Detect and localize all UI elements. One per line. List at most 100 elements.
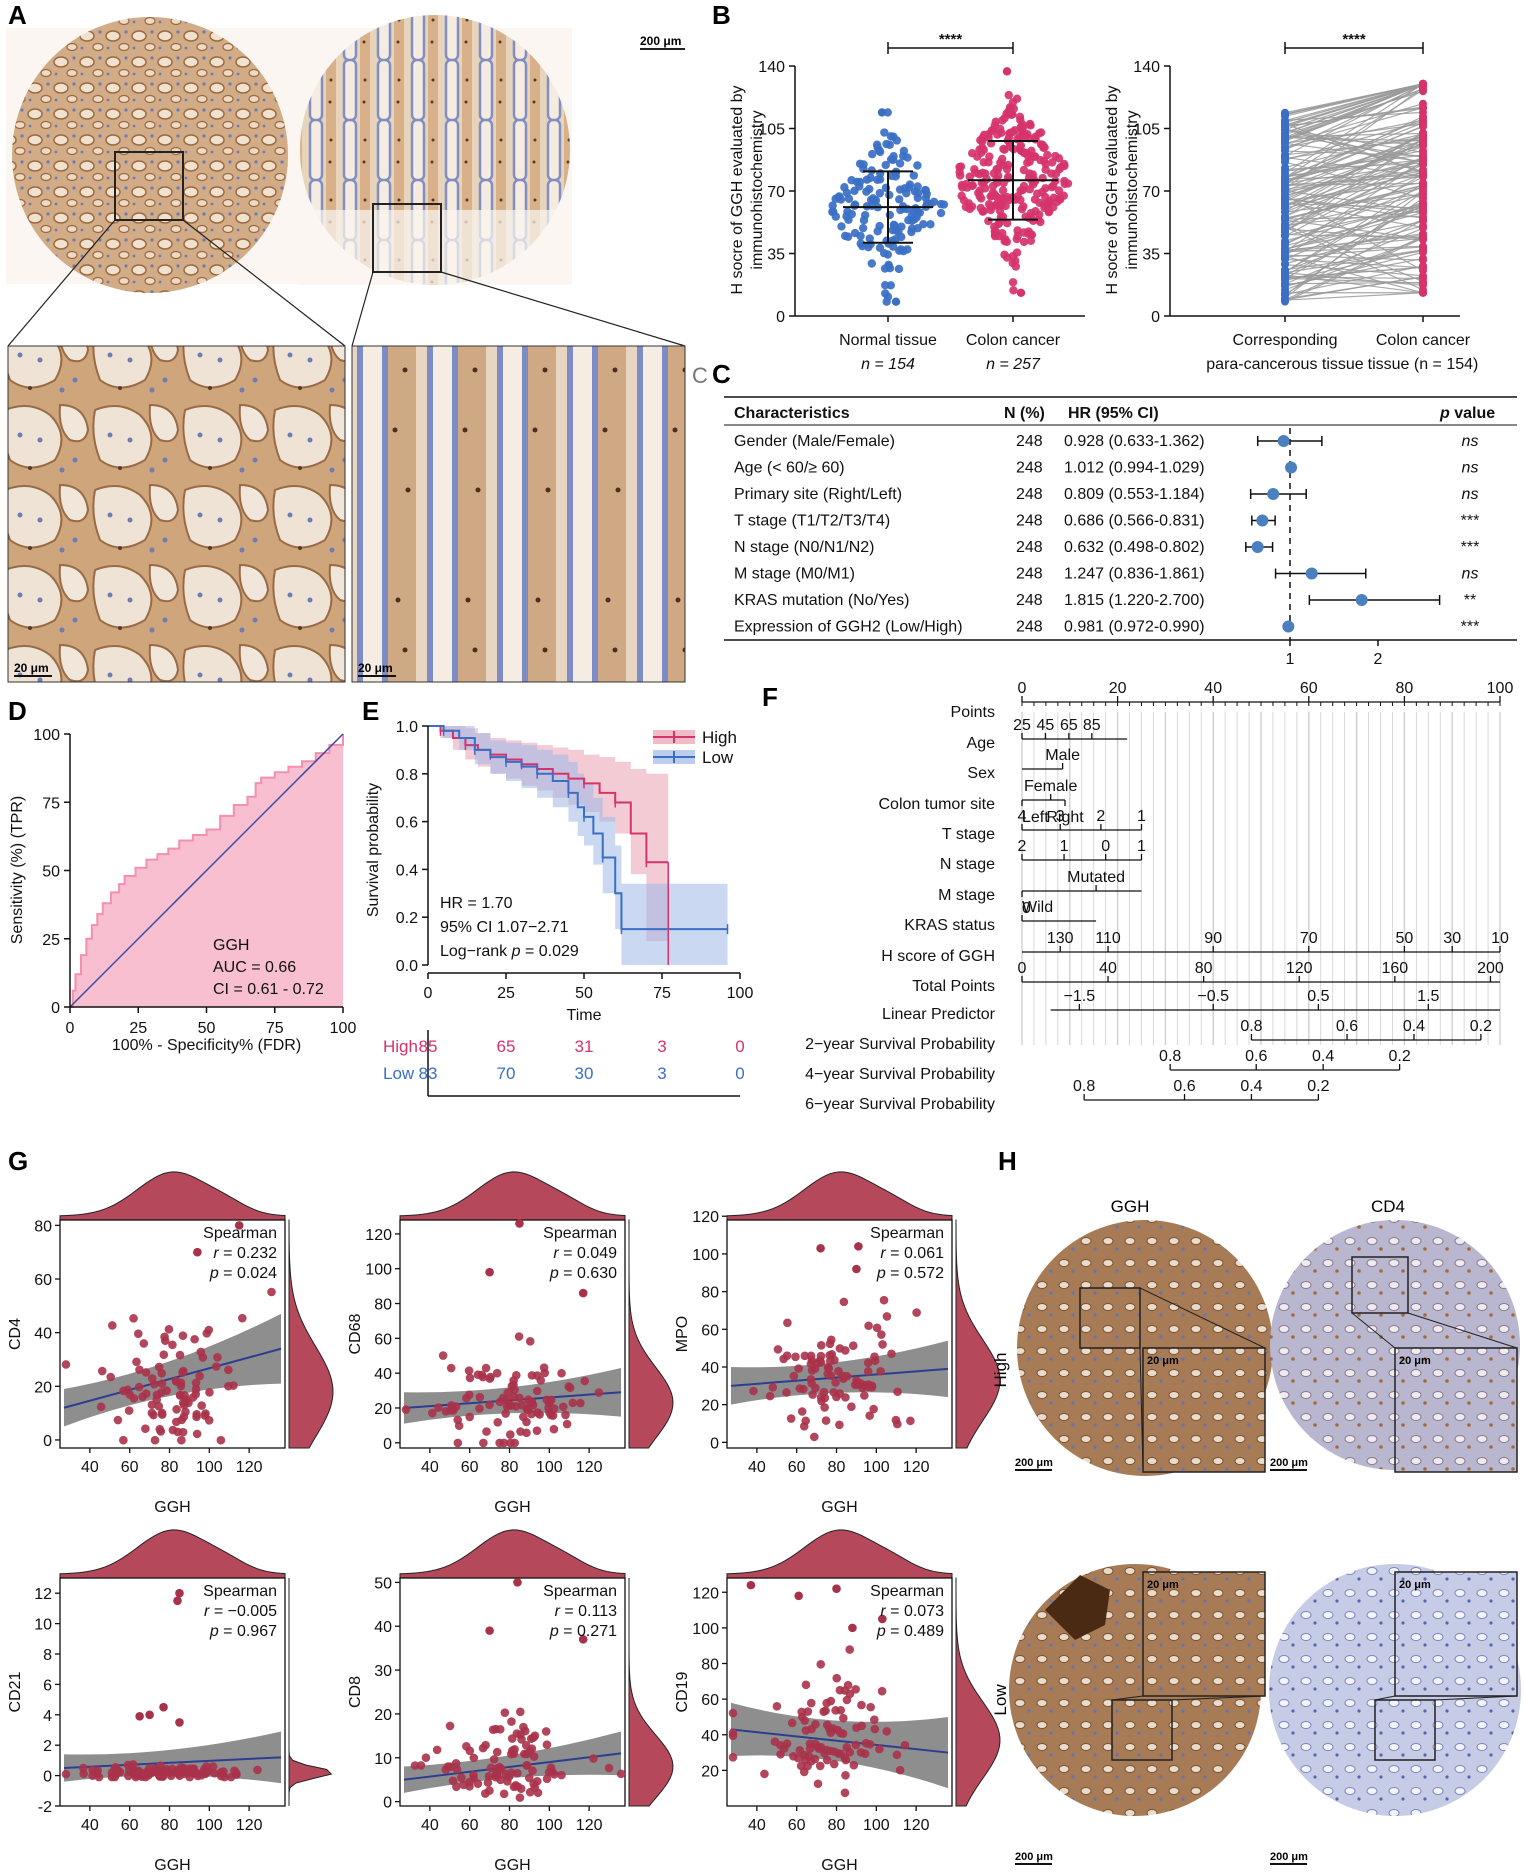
- stat-test: Spearman: [203, 1225, 277, 1242]
- y-tick-label: -2: [38, 1799, 52, 1816]
- nomogram-tick-label: Left: [1022, 809, 1049, 826]
- data-point: [139, 1770, 149, 1780]
- pair-line: [1284, 194, 1424, 272]
- density-top: [399, 1171, 626, 1221]
- nomogram-tick-label: Female: [1024, 778, 1077, 795]
- data-point: [542, 1395, 551, 1405]
- data-point: [907, 227, 916, 237]
- x-tick-label: 0: [424, 985, 433, 1002]
- data-point: [906, 1416, 915, 1426]
- data-point: [469, 1753, 479, 1763]
- row-n: 248: [1016, 566, 1043, 583]
- data-point: [1281, 239, 1289, 248]
- pair-line: [1284, 194, 1424, 227]
- pair-line: [1284, 184, 1424, 220]
- stat-r: r = 0.073: [880, 1603, 944, 1620]
- pair-line: [1284, 206, 1424, 251]
- x-tick-label: 120: [236, 1459, 263, 1476]
- data-point: [728, 1753, 738, 1762]
- data-point: [1041, 192, 1050, 202]
- row-characteristic: N stage (N0/N1/N2): [734, 539, 875, 556]
- data-point: [1030, 152, 1040, 161]
- data-point: [561, 1410, 570, 1420]
- data-point: [1023, 158, 1032, 167]
- nomogram-tick-label: 20: [1109, 680, 1127, 697]
- panel-c: C Characteristics N (%) HR (95% CI) p value…: [712, 359, 1517, 668]
- data-point: [955, 162, 964, 172]
- nomogram-tick-label: 160: [1381, 960, 1408, 977]
- data-point: [875, 1744, 884, 1754]
- nomogram-tick-label: 85: [1083, 717, 1101, 734]
- data-point: [580, 1376, 590, 1386]
- row-characteristic: KRAS mutation (No/Yes): [734, 592, 909, 609]
- nomogram-tick-label: 1: [1060, 838, 1069, 855]
- data-point: [205, 1388, 214, 1397]
- x-tick-label: 100: [863, 1459, 890, 1476]
- data-point: [97, 1366, 107, 1376]
- data-point: [895, 195, 904, 204]
- x-tick-label: 100: [536, 1817, 563, 1834]
- data-point: [782, 1388, 791, 1397]
- data-point: [975, 192, 985, 201]
- data-point: [464, 1390, 474, 1400]
- data-point: [452, 1782, 461, 1792]
- stat-test: Spearman: [870, 1583, 944, 1600]
- data-point: [1419, 272, 1427, 281]
- data-point: [1030, 195, 1040, 204]
- y-tick-label: 120: [692, 1585, 719, 1602]
- y-tick-label: 105: [1133, 122, 1160, 139]
- data-point: [175, 1391, 185, 1400]
- nomogram-tick-label: 200: [1477, 960, 1504, 977]
- data-point: [129, 1314, 138, 1323]
- data-point: [234, 1221, 244, 1230]
- nomogram-tick-label: Mutated: [1067, 869, 1125, 886]
- data-point: [134, 1329, 143, 1338]
- data-point: [878, 1340, 887, 1349]
- data-point: [164, 1324, 174, 1334]
- survival-curve: [428, 725, 728, 931]
- data-point: [1002, 253, 1012, 262]
- y-tick-label: 80: [34, 1218, 52, 1235]
- data-point: [446, 1406, 455, 1415]
- data-point: [1281, 268, 1289, 277]
- data-point: [520, 1726, 530, 1736]
- data-point: [110, 1763, 120, 1773]
- density-right: [628, 1220, 674, 1449]
- data-point: [909, 171, 918, 180]
- data-point: [578, 1635, 588, 1644]
- data-point: [913, 188, 923, 198]
- data-point: [177, 1435, 186, 1445]
- data-point: [806, 1375, 816, 1384]
- x-tick-label: 25: [497, 985, 515, 1002]
- data-point: [800, 1351, 810, 1361]
- y-tick-label: 10: [34, 1617, 52, 1634]
- data-point: [840, 1753, 850, 1762]
- nomogram-tick-label: 80: [1396, 680, 1414, 697]
- data-point: [831, 194, 840, 204]
- nomogram-tick-label: 120: [1286, 960, 1313, 977]
- nomogram-tick-label: 70: [1300, 930, 1318, 947]
- density-top: [726, 1171, 953, 1221]
- ihc-right-edge-clear: [300, 210, 570, 285]
- data-point: [516, 1707, 525, 1717]
- data-point: [532, 1386, 542, 1396]
- pair-line: [1284, 258, 1424, 269]
- ihc-inset-high-cd4: [1394, 1347, 1518, 1473]
- category-label-line2: para-cancerous tissue: [1206, 356, 1364, 373]
- risk-count: 0: [735, 1037, 744, 1056]
- data-point: [1419, 261, 1427, 270]
- y-tick-label: 0.0: [396, 958, 418, 975]
- data-point: [1041, 184, 1050, 193]
- data-point: [189, 1769, 199, 1778]
- pair-line: [1284, 203, 1424, 242]
- data-point: [141, 1389, 151, 1398]
- data-point: [860, 1391, 869, 1400]
- data-point: [998, 116, 1007, 125]
- row-characteristic: Gender (Male/Female): [734, 433, 895, 450]
- data-point: [1281, 245, 1289, 254]
- data-point: [1419, 79, 1427, 88]
- data-point: [453, 1415, 463, 1425]
- category-n-label: n = 257: [986, 356, 1041, 373]
- data-point: [885, 210, 895, 220]
- data-point: [532, 1776, 542, 1786]
